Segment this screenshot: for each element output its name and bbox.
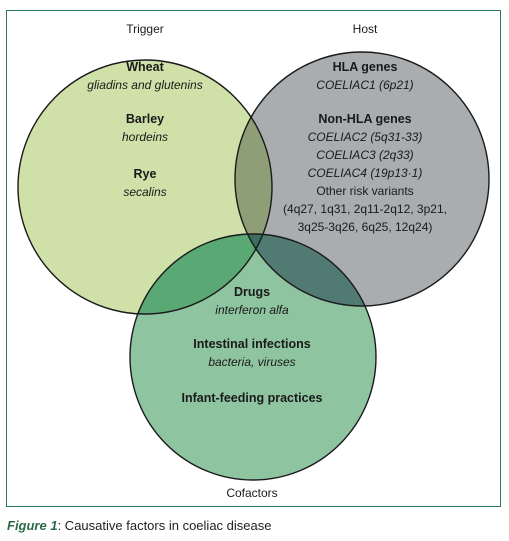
host-title: Host <box>353 22 378 36</box>
trigger-cofactors-overlap <box>130 234 272 314</box>
cofactor-item-name: Drugs <box>234 285 270 299</box>
trigger-title: Trigger <box>126 22 164 36</box>
trigger-item-name: Rye <box>134 167 157 181</box>
figure-caption: Figure 1: Causative factors in coeliac d… <box>7 518 271 533</box>
trigger-item-name: Wheat <box>126 60 164 74</box>
caption-text: : Causative factors in coeliac disease <box>57 518 272 533</box>
trigger-item-detail: gliadins and glutenins <box>87 78 202 92</box>
trigger-item-detail: secalins <box>123 185 166 199</box>
non-hla-genes-title: Non-HLA genes <box>318 112 411 126</box>
cofactor-item-detail: bacteria, viruses <box>208 355 295 369</box>
non-hla-gene-line: 3q25-3q26, 6q25, 12q24) <box>298 220 433 234</box>
cofactor-item-name: Infant-feeding practices <box>182 391 323 405</box>
non-hla-gene-line: (4q27, 1q31, 2q11-2q12, 3p21, <box>283 202 447 216</box>
host-outline <box>234 51 490 307</box>
cofactors-outline <box>129 233 377 481</box>
figure-number: Figure 1 <box>7 518 58 533</box>
cofactor-item-name: Intestinal infections <box>193 337 310 351</box>
non-hla-gene-line: COELIAC2 (5q31-33) <box>308 130 423 144</box>
non-hla-gene-line: COELIAC3 (2q33) <box>316 148 413 162</box>
trigger-outline <box>17 59 273 315</box>
hla-genes-detail: COELIAC1 (6p21) <box>316 78 413 92</box>
non-hla-gene-line: Other risk variants <box>316 184 413 198</box>
cofactors-title: Cofactors <box>226 486 277 500</box>
hla-genes-title: HLA genes <box>333 60 398 74</box>
host-cofactors-overlap <box>235 234 376 306</box>
non-hla-gene-line: COELIAC4 (19p13·1) <box>308 166 423 180</box>
trigger-item-detail: hordeins <box>122 130 168 144</box>
trigger-item-name: Barley <box>126 112 164 126</box>
cofactor-item-detail: interferon alfa <box>215 303 289 317</box>
